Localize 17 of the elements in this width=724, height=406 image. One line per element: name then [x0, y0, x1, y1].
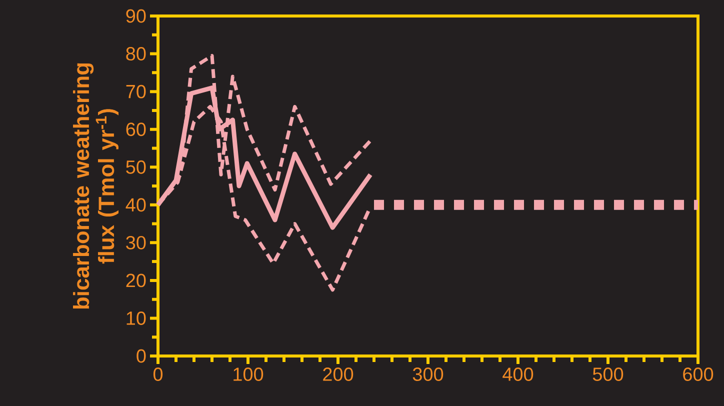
y-tick-label: 10 — [126, 311, 146, 325]
y-tick-label: 30 — [126, 236, 146, 250]
y-tick-label: 40 — [126, 198, 146, 212]
x-tick-label: 0 — [153, 368, 163, 381]
y-tick-label: 90 — [126, 9, 146, 23]
y-tick-label: 80 — [126, 47, 146, 61]
x-tick-label: 500 — [592, 368, 624, 381]
x-tick-label: 600 — [683, 368, 714, 381]
y-tick-label: 70 — [126, 84, 146, 98]
x-tick-label: 400 — [502, 368, 534, 381]
x-tick-label: 300 — [412, 368, 444, 381]
x-tick-label: 200 — [323, 368, 354, 381]
y-tick-label: 20 — [126, 274, 146, 288]
x-tick-label: 100 — [234, 368, 264, 381]
y-tick-label: 50 — [126, 160, 146, 174]
y-tick-label: 0 — [136, 349, 146, 363]
y-tick-label: 60 — [126, 122, 146, 136]
